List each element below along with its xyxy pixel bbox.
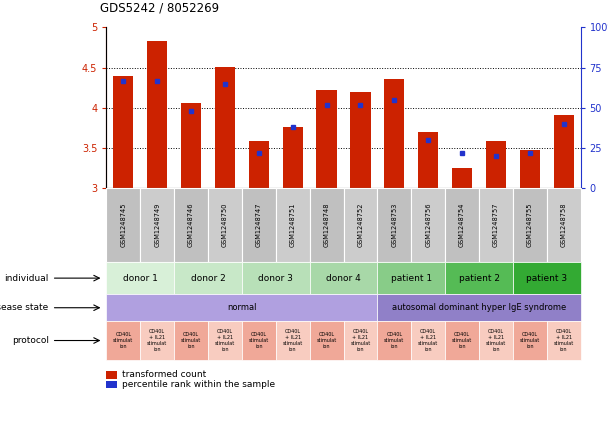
Text: GSM1248757: GSM1248757 (493, 203, 499, 247)
Bar (249, 141, 269, 188)
Text: donor 4: donor 4 (326, 274, 361, 283)
Bar (452, 168, 472, 188)
Text: CD40L
+ IL21
stimulat
ion: CD40L + IL21 stimulat ion (283, 330, 303, 352)
Text: donor 2: donor 2 (191, 274, 226, 283)
Bar (174, 262, 242, 294)
Text: GSM1248752: GSM1248752 (358, 203, 364, 247)
Bar (309, 262, 378, 294)
Bar (208, 321, 242, 360)
Bar (486, 141, 506, 188)
Bar (113, 76, 134, 188)
Text: donor 1: donor 1 (123, 274, 157, 283)
Bar (147, 41, 167, 188)
Text: patient 1: patient 1 (391, 274, 432, 283)
Bar (513, 262, 581, 294)
Bar (513, 188, 547, 262)
Bar (242, 188, 276, 262)
Text: GSM1248756: GSM1248756 (425, 203, 431, 247)
Text: GSM1248748: GSM1248748 (323, 203, 330, 247)
Bar (174, 188, 208, 262)
Bar (445, 188, 479, 262)
Text: GDS5242 / 8052269: GDS5242 / 8052269 (100, 2, 219, 15)
Bar (242, 321, 276, 360)
Bar (479, 188, 513, 262)
Bar (283, 127, 303, 188)
Text: CD40L
stimulat
ion: CD40L stimulat ion (113, 332, 134, 349)
Bar (309, 321, 344, 360)
Text: CD40L
stimulat
ion: CD40L stimulat ion (520, 332, 540, 349)
Text: CD40L
stimulat
ion: CD40L stimulat ion (452, 332, 472, 349)
Bar (344, 321, 378, 360)
Text: normal: normal (227, 303, 257, 312)
Bar (378, 262, 445, 294)
Text: CD40L
+ IL21
stimulat
ion: CD40L + IL21 stimulat ion (418, 330, 438, 352)
Bar (106, 371, 117, 379)
Text: protocol: protocol (12, 336, 49, 345)
Bar (309, 188, 344, 262)
Text: CD40L
+ IL21
stimulat
ion: CD40L + IL21 stimulat ion (350, 330, 371, 352)
Bar (106, 262, 174, 294)
Text: patient 3: patient 3 (526, 274, 567, 283)
Text: GSM1248758: GSM1248758 (561, 203, 567, 247)
Text: CD40L
stimulat
ion: CD40L stimulat ion (316, 332, 337, 349)
Text: GSM1248751: GSM1248751 (289, 203, 295, 247)
Text: CD40L
+ IL21
stimulat
ion: CD40L + IL21 stimulat ion (486, 330, 506, 352)
Text: GSM1248749: GSM1248749 (154, 203, 161, 247)
Bar (520, 151, 540, 188)
Text: GSM1248747: GSM1248747 (256, 203, 262, 247)
Bar (378, 294, 581, 321)
Bar (242, 262, 309, 294)
Bar (411, 188, 445, 262)
Bar (411, 321, 445, 360)
Bar (140, 321, 174, 360)
Text: patient 2: patient 2 (458, 274, 500, 283)
Text: GSM1248745: GSM1248745 (120, 203, 126, 247)
Bar (276, 188, 309, 262)
Bar (276, 321, 309, 360)
Text: GSM1248753: GSM1248753 (392, 203, 398, 247)
Bar (215, 67, 235, 188)
Bar (350, 92, 371, 188)
Bar (344, 188, 378, 262)
Bar (174, 321, 208, 360)
Text: GSM1248755: GSM1248755 (527, 203, 533, 247)
Bar (547, 188, 581, 262)
Bar (140, 188, 174, 262)
Bar (106, 294, 378, 321)
Bar (106, 321, 140, 360)
Text: autosomal dominant hyper IgE syndrome: autosomal dominant hyper IgE syndrome (392, 303, 566, 312)
Bar (106, 381, 117, 388)
Text: GSM1248750: GSM1248750 (222, 203, 228, 247)
Bar (106, 188, 140, 262)
Text: CD40L
stimulat
ion: CD40L stimulat ion (384, 332, 404, 349)
Text: individual: individual (4, 274, 49, 283)
Text: CD40L
+ IL21
stimulat
ion: CD40L + IL21 stimulat ion (553, 330, 574, 352)
Bar (181, 103, 201, 188)
Text: GSM1248754: GSM1248754 (459, 203, 465, 247)
Text: CD40L
+ IL21
stimulat
ion: CD40L + IL21 stimulat ion (215, 330, 235, 352)
Bar (479, 321, 513, 360)
Bar (378, 321, 411, 360)
Bar (553, 115, 574, 188)
Bar (513, 321, 547, 360)
Text: donor 3: donor 3 (258, 274, 293, 283)
Bar (418, 132, 438, 188)
Text: disease state: disease state (0, 303, 49, 312)
Bar (316, 90, 337, 188)
Bar (445, 262, 513, 294)
Text: CD40L
stimulat
ion: CD40L stimulat ion (181, 332, 201, 349)
Bar (384, 79, 404, 188)
Bar (445, 321, 479, 360)
Text: CD40L
+ IL21
stimulat
ion: CD40L + IL21 stimulat ion (147, 330, 167, 352)
Bar (208, 188, 242, 262)
Text: transformed count: transformed count (122, 370, 207, 379)
Text: GSM1248746: GSM1248746 (188, 203, 194, 247)
Text: CD40L
stimulat
ion: CD40L stimulat ion (249, 332, 269, 349)
Text: percentile rank within the sample: percentile rank within the sample (122, 380, 275, 389)
Bar (378, 188, 411, 262)
Bar (547, 321, 581, 360)
